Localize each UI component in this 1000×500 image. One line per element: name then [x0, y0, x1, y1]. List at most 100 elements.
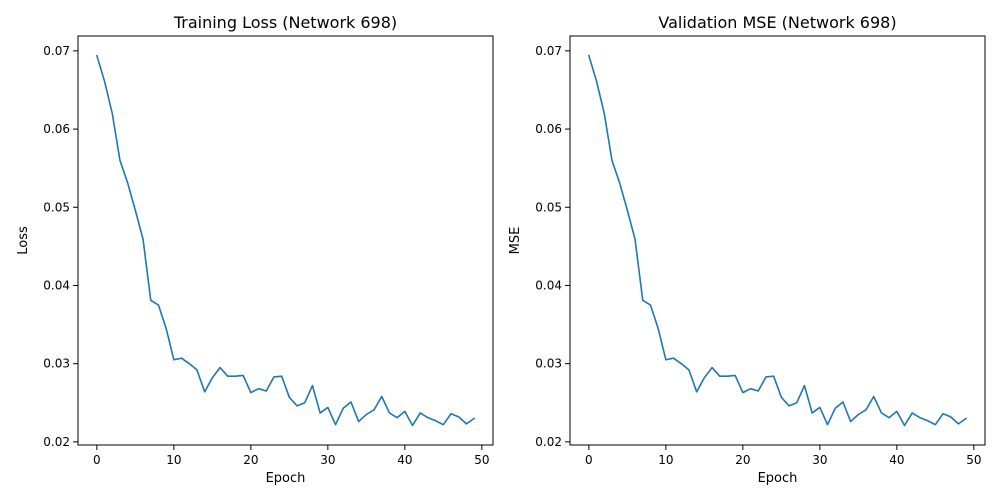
y-tick-label: 0.04	[43, 278, 70, 292]
y-tick-label: 0.06	[535, 122, 562, 136]
y-tick-label: 0.02	[43, 435, 70, 449]
data-point	[865, 409, 867, 411]
data-point	[188, 363, 190, 365]
data-point	[850, 421, 852, 423]
x-tick-label: 40	[397, 453, 412, 467]
data-point	[742, 392, 744, 394]
y-tick-label: 0.06	[43, 122, 70, 136]
data-point	[358, 421, 360, 423]
axes-frame	[569, 35, 986, 446]
data-point	[950, 416, 952, 418]
data-point	[204, 391, 206, 393]
y-tick-label: 0.02	[535, 435, 562, 449]
data-point	[196, 369, 198, 371]
training-loss-chart: Training Loss (Network 698) 0 10 20 30 40 500…	[16, 13, 494, 486]
data-point	[934, 424, 936, 426]
data-point	[965, 418, 967, 420]
data-point	[881, 412, 883, 414]
data-point	[250, 392, 252, 394]
data-point	[896, 410, 898, 412]
data-point	[680, 363, 682, 365]
data-point	[104, 80, 106, 82]
data-point	[642, 299, 644, 301]
series-line	[588, 54, 967, 427]
data-point	[588, 55, 590, 57]
data-point	[427, 417, 429, 419]
y-tick-label: 0.05	[535, 200, 562, 214]
x-tick-label: 50	[966, 453, 981, 467]
data-point	[142, 238, 144, 240]
data-point	[96, 55, 98, 57]
data-point	[134, 209, 136, 211]
data-point	[319, 412, 321, 414]
data-point	[873, 396, 875, 398]
data-point	[235, 375, 237, 377]
x-tick-label: 40	[889, 453, 904, 467]
data-point	[719, 375, 721, 377]
data-point	[442, 424, 444, 426]
data-point	[780, 396, 782, 398]
y-tick-label: 0.03	[535, 357, 562, 371]
data-point	[150, 299, 152, 301]
x-axis-label: Epoch	[758, 471, 798, 486]
data-point	[273, 376, 275, 378]
axes-frame	[77, 35, 494, 446]
data-point	[458, 416, 460, 418]
data-point	[927, 420, 929, 422]
y-tick-label: 0.03	[43, 357, 70, 371]
plot-area	[588, 54, 967, 427]
data-point	[834, 407, 836, 409]
data-point	[650, 304, 652, 306]
data-point	[312, 385, 314, 387]
chart-title: Training Loss (Network 698)	[173, 13, 397, 32]
data-point	[173, 359, 175, 361]
x-tick-label: 0	[585, 453, 593, 467]
x-tick-label: 20	[243, 453, 258, 467]
data-point	[888, 417, 890, 419]
data-point	[412, 425, 414, 427]
data-point	[665, 359, 667, 361]
data-point	[227, 375, 229, 377]
data-point	[819, 407, 821, 409]
data-point	[804, 385, 806, 387]
data-point	[688, 369, 690, 371]
y-tick-label: 0.07	[535, 44, 562, 58]
data-point	[788, 405, 790, 407]
data-point	[158, 304, 160, 306]
data-point	[796, 402, 798, 404]
x-tick-label: 30	[812, 453, 827, 467]
axis-ticks: 0 10 20 30 40 50 0.02 0.03 0.04 0.05 0.06 0.07	[43, 44, 489, 467]
data-point	[281, 375, 283, 377]
data-point	[211, 377, 213, 379]
data-point	[242, 374, 244, 376]
data-point	[750, 388, 752, 390]
data-point	[219, 367, 221, 369]
x-tick-label: 30	[320, 453, 335, 467]
x-tick-label: 10	[658, 453, 673, 467]
data-point	[696, 391, 698, 393]
data-point	[404, 410, 406, 412]
y-tick-label: 0.05	[43, 200, 70, 214]
data-point	[811, 412, 813, 414]
data-point	[673, 357, 675, 359]
data-point	[827, 424, 829, 426]
data-point	[304, 402, 306, 404]
data-point	[942, 413, 944, 415]
data-point	[373, 409, 375, 411]
data-point	[181, 357, 183, 359]
x-tick-label: 10	[166, 453, 181, 467]
data-point	[765, 376, 767, 378]
data-point	[327, 407, 329, 409]
data-point	[111, 113, 113, 115]
data-point	[773, 375, 775, 377]
data-point	[265, 390, 267, 392]
data-point	[596, 80, 598, 82]
data-point	[381, 396, 383, 398]
plot-area	[96, 54, 475, 427]
data-point	[734, 374, 736, 376]
data-point	[342, 407, 344, 409]
x-tick-label: 0	[93, 453, 101, 467]
axis-ticks: 0 10 20 30 40 50 0.02 0.03 0.04 0.05 0.06 0.07	[535, 44, 981, 467]
data-point	[335, 424, 337, 426]
data-point	[127, 182, 129, 184]
